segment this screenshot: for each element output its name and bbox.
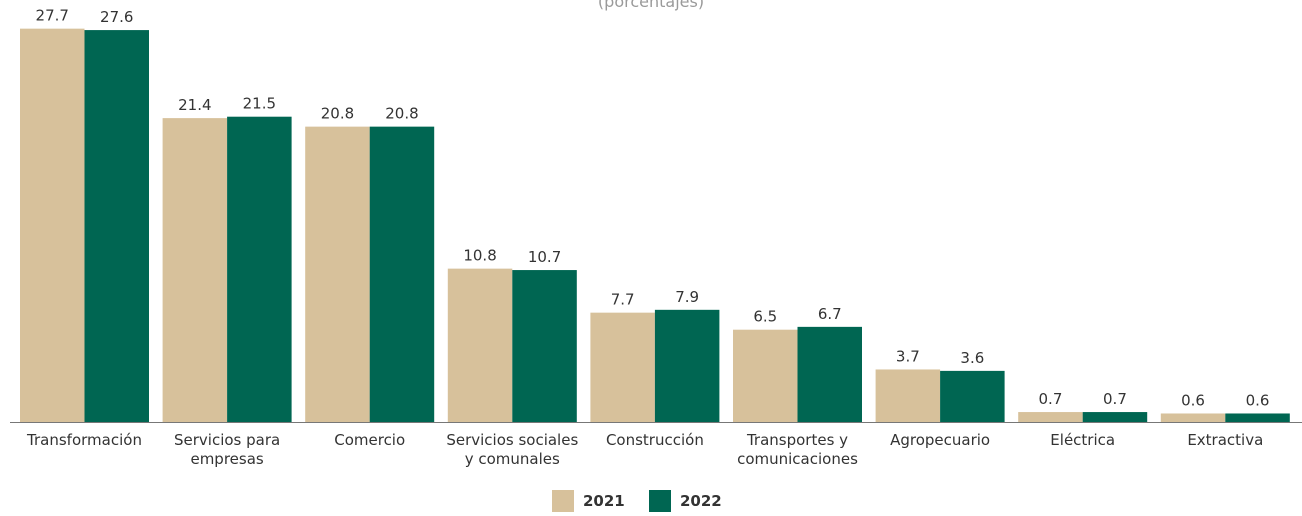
data-label-2022-7: 0.7 [1103,390,1127,408]
bar-2021-6 [875,369,941,422]
legend-label-2021: 2021 [583,492,625,510]
data-label-2022-2: 20.8 [385,105,418,123]
category-label-7: Eléctrica [1050,431,1115,449]
legend-item-2021: 2021 [552,490,625,512]
data-label-2022-5: 6.7 [818,305,842,323]
data-label-2022-3: 10.7 [528,248,561,266]
category-label-0: Transformación [26,431,142,449]
data-label-2021-7: 0.7 [1039,390,1063,408]
category-label-4: Construcción [606,431,704,449]
data-label-2022-8: 0.6 [1246,391,1270,409]
bar-2021-3 [447,268,513,422]
legend-swatch-2022 [649,490,671,512]
data-label-2022-0: 27.6 [100,8,133,26]
data-label-2021-0: 27.7 [36,7,69,25]
bar-2021-8 [1160,413,1226,422]
category-label-3: Servicios sociales [446,431,578,449]
legend-item-2022: 2022 [649,490,722,512]
legend-label-2022: 2022 [680,492,722,510]
category-label-1-line2: empresas [190,450,263,468]
category-label-2: Comercio [334,431,405,449]
category-label-1: Servicios para [174,431,280,449]
data-label-2021-8: 0.6 [1181,391,1205,409]
category-label-5-line2: comunicaciones [737,450,858,468]
bar-2022-1 [227,116,292,422]
data-label-2022-4: 7.9 [675,288,699,306]
bar-2022-2 [369,126,435,422]
data-label-2021-6: 3.7 [896,347,920,365]
category-label-5: Transportes y [746,431,848,449]
bar-2021-0 [20,28,85,422]
data-label-2021-4: 7.7 [611,291,635,309]
bar-2022-7 [1082,412,1148,422]
data-label-2021-5: 6.5 [753,308,777,326]
bar-2022-0 [84,30,149,423]
category-label-3-line2: y comunales [465,450,560,468]
legend-swatch-2021 [552,490,574,512]
bar-2022-6 [940,370,1005,422]
chart-subtitle: (porcentajes) [597,0,705,11]
bar-2022-5 [797,326,862,422]
legend: 2021 2022 [0,490,1302,516]
bar-2021-1 [162,118,228,423]
data-label-2022-6: 3.6 [960,349,984,367]
bar-2022-4 [654,309,720,422]
bar-2022-3 [512,270,577,422]
bar-2022-8 [1225,413,1290,422]
bar-2021-7 [1018,412,1083,422]
data-label-2021-2: 20.8 [321,105,354,123]
bar-2021-4 [590,312,655,422]
category-label-8: Extractiva [1187,431,1263,449]
bar-2021-5 [733,329,798,422]
data-label-2021-3: 10.8 [463,247,496,265]
category-label-6: Agropecuario [890,431,990,449]
bar-2021-2 [305,126,370,422]
data-label-2021-1: 21.4 [178,96,211,114]
data-label-2022-1: 21.5 [243,95,276,113]
